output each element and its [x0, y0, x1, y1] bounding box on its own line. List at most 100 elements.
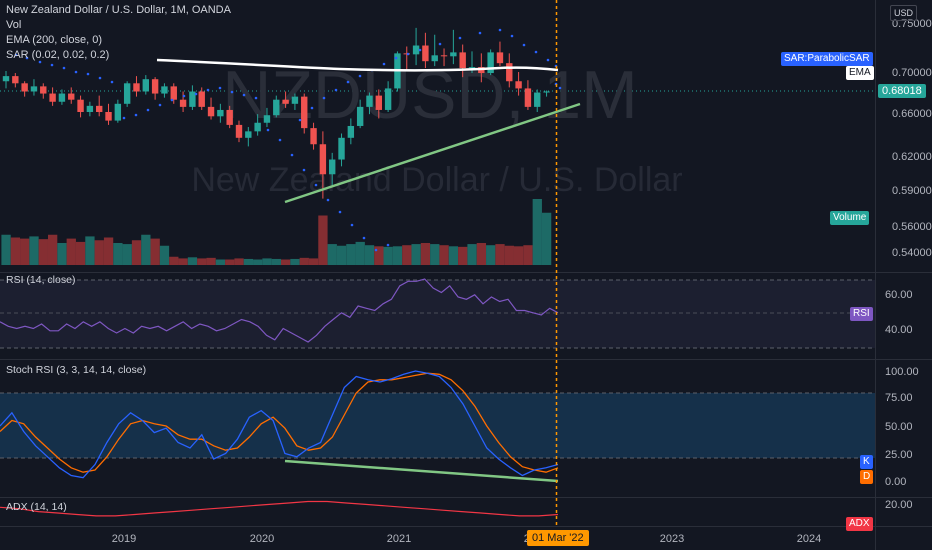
- stoch-tick: 50.00: [885, 421, 913, 433]
- volume-bar: [364, 245, 375, 265]
- volume-bar: [346, 244, 356, 265]
- price-tick: 0.70000: [892, 67, 932, 79]
- sar-dot: [338, 210, 342, 214]
- rsi-pane-label[interactable]: RSI (14, close): [6, 274, 76, 286]
- sar-dot: [254, 96, 258, 100]
- candle-body: [217, 109, 224, 117]
- stoch-k-line[interactable]: [0, 370, 559, 479]
- volume-bar: [122, 244, 132, 265]
- volume-bar: [187, 257, 198, 265]
- volume-bar: [29, 236, 39, 265]
- sar-dot: [374, 248, 378, 252]
- volume-bar: [262, 258, 272, 265]
- volume-bar: [48, 234, 58, 265]
- sar-dot: [50, 63, 54, 67]
- volume-bar: [10, 237, 21, 265]
- sar-dot: [170, 98, 174, 102]
- sar-dot: [406, 52, 410, 56]
- price-trendline[interactable]: [284, 102, 581, 204]
- sar-dot: [290, 153, 294, 157]
- candle-body: [77, 99, 84, 112]
- volume-series: [1, 199, 552, 265]
- candle-body: [291, 96, 299, 104]
- ema-indicator-label[interactable]: EMA (200, close, 0): [6, 34, 102, 46]
- time-label: 2019: [112, 533, 136, 545]
- volume-bar: [243, 258, 254, 265]
- volume-bar: [57, 243, 67, 265]
- candle-body: [198, 91, 205, 107]
- stoch-trendline[interactable]: [284, 459, 559, 483]
- candle-body: [422, 45, 429, 62]
- sar-dot: [326, 198, 330, 202]
- sar-dot: [14, 53, 18, 57]
- candle-body: [114, 103, 122, 121]
- sar-dot: [498, 28, 502, 32]
- rsi-line[interactable]: [0, 278, 559, 343]
- crosshair-time-label: 01 Mar '22: [527, 530, 589, 546]
- sar-dot: [310, 106, 314, 110]
- candle-body: [2, 76, 10, 82]
- symbol-title[interactable]: New Zealand Dollar / U.S. Dollar, 1M, OA…: [6, 4, 231, 16]
- vol-indicator-label[interactable]: Vol: [6, 19, 22, 31]
- sar-dot: [438, 42, 442, 46]
- sar-dot: [386, 243, 390, 247]
- stoch-tick: 25.00: [885, 449, 913, 461]
- candle-body: [450, 52, 457, 57]
- adx-tag: ADX: [846, 517, 873, 531]
- sar-dot: [322, 96, 326, 100]
- volume-bar: [476, 243, 487, 265]
- volume-bar: [514, 246, 524, 265]
- volume-bar: [225, 259, 235, 265]
- sar-dot: [458, 36, 462, 40]
- rsi-tick: 40.00: [885, 324, 913, 336]
- sar-dot: [350, 223, 354, 227]
- volume-bar: [541, 212, 552, 265]
- watermark-name: New Zealand Dollar / U.S. Dollar: [191, 161, 682, 199]
- sar-indicator-label[interactable]: SAR (0.02, 0.02, 0.2): [6, 49, 110, 61]
- volume-bar: [271, 258, 281, 265]
- rsi-tick: 60.00: [885, 289, 913, 301]
- volume-tag: Volume: [830, 211, 870, 225]
- candle-body: [273, 99, 280, 116]
- sar-dot: [182, 94, 186, 98]
- sar-dot: [110, 80, 114, 84]
- candle-body: [254, 122, 261, 132]
- candle-series[interactable]: [2, 27, 550, 199]
- volume-bar: [439, 245, 449, 265]
- adx-line[interactable]: [0, 500, 559, 517]
- candle-body: [356, 106, 364, 126]
- time-label: 2020: [250, 533, 274, 545]
- stoch-pane-label[interactable]: Stoch RSI (3, 3, 14, 14, close): [6, 364, 147, 376]
- candle-body: [58, 93, 66, 102]
- sar-dot: [478, 31, 482, 35]
- adx-pane-label[interactable]: ADX (14, 14): [6, 501, 67, 513]
- sar-dot: [346, 80, 350, 84]
- sar-dot: [362, 236, 366, 240]
- sar-dot: [298, 118, 302, 122]
- sar-price-tag: SAR:ParabolicSAR: [781, 52, 873, 66]
- volume-bar: [113, 243, 123, 265]
- currency-label[interactable]: USD: [890, 5, 918, 21]
- volume-bar: [197, 258, 207, 265]
- stoch-d-line[interactable]: [0, 372, 559, 473]
- candle-body: [105, 112, 112, 121]
- sar-dot: [522, 43, 526, 47]
- candle-body: [12, 76, 19, 84]
- candle-body: [189, 91, 196, 107]
- volume-bar: [103, 237, 114, 265]
- stoch-tick: 0.00: [885, 476, 906, 488]
- volume-bar: [383, 246, 393, 265]
- sar-dot: [74, 70, 78, 74]
- candle-body: [329, 159, 336, 175]
- candle-body: [384, 88, 392, 110]
- volume-bar: [411, 244, 421, 265]
- candle-body: [431, 55, 438, 62]
- volume-bar: [20, 238, 30, 265]
- volume-bar: [1, 234, 11, 265]
- candle-body: [319, 144, 327, 175]
- ema-200-line[interactable]: [156, 58, 559, 72]
- candle-body: [440, 55, 448, 57]
- candle-body: [468, 67, 476, 69]
- volume-bar: [159, 245, 170, 265]
